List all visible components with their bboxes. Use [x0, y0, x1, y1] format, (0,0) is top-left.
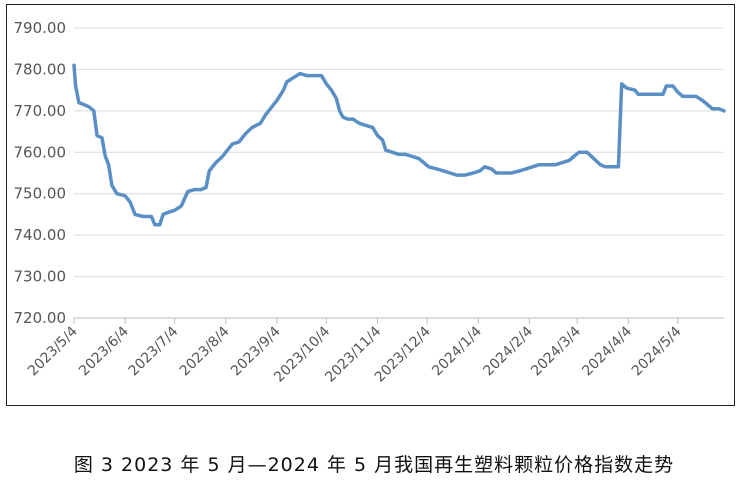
- x-tick-label: 2024/2/4: [480, 323, 536, 379]
- x-tick-label: 2023/8/4: [177, 323, 233, 379]
- x-tick-label: 2023/5/4: [25, 323, 81, 379]
- x-tick-label: 2023/7/4: [126, 323, 182, 379]
- y-tick-label: 780.00: [14, 60, 67, 78]
- price-index-series-line: [72, 63, 726, 227]
- y-tick-label: 740.00: [14, 226, 67, 244]
- chart-frame: [6, 4, 735, 406]
- x-tick-label: 2024/5/4: [629, 323, 685, 379]
- y-tick-label: 790.00: [14, 19, 67, 37]
- x-tick-label: 2024/1/4: [429, 323, 485, 379]
- y-tick-label: 760.00: [14, 143, 67, 161]
- price-index-line-chart: 720.00 730.00 740.00 750.00 760.00 770.00 780.…: [14, 19, 726, 386]
- x-tick-label: 2023/6/4: [76, 323, 132, 379]
- x-tick-label: 2024/4/4: [579, 323, 635, 379]
- y-tick-label: 770.00: [14, 102, 67, 120]
- y-tick-label: 750.00: [14, 185, 67, 203]
- x-tick-label: 2024/3/4: [528, 323, 584, 379]
- y-tick-label: 730.00: [14, 268, 67, 286]
- y-tick-label: 720.00: [14, 309, 67, 327]
- figure-caption: 图 3 2023 年 5 月—2024 年 5 月我国再生塑料颗粒价格指数走势: [73, 454, 675, 476]
